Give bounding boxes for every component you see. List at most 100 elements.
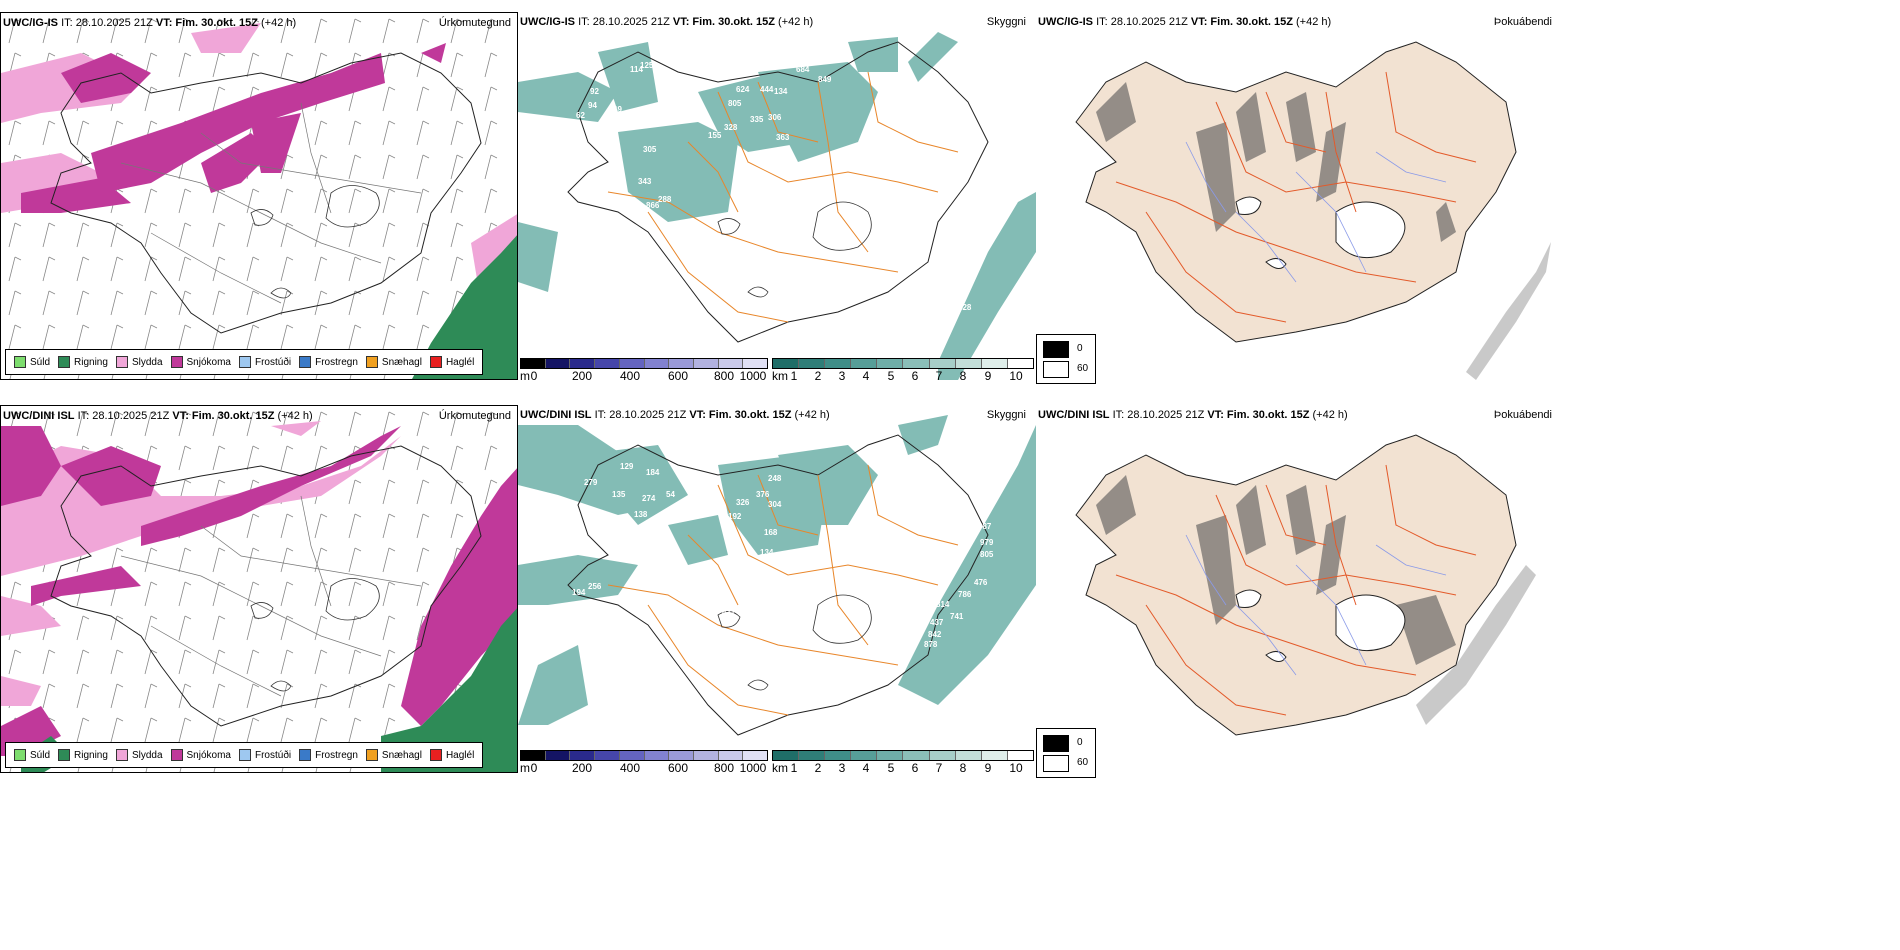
cbar-cell [929, 359, 956, 368]
cbar-tick: 9 [984, 369, 992, 383]
snow-label: 248 [768, 474, 782, 483]
cbar-tick: 800 [713, 369, 735, 383]
swatch [115, 749, 128, 761]
fog-map [1075, 434, 1536, 736]
cbar-tick: 1 [790, 369, 798, 383]
cbar-cell [521, 751, 546, 760]
legend-item-rigning: Rigning [58, 749, 108, 761]
cbar-tick: 2 [814, 369, 822, 383]
snow-label: 842 [928, 630, 942, 639]
legend-item-hagel: Haglél [429, 749, 474, 761]
cbar-tick: 7 [935, 369, 943, 383]
snow-label: 94 [588, 101, 597, 110]
panel-name: Úrkomutegund [438, 410, 511, 422]
swatch [365, 749, 378, 761]
legend-item-sudl: Súld [14, 356, 50, 368]
legend-item-rigning: Rigning [58, 356, 108, 368]
swatch [429, 356, 442, 368]
fog-legend-label: 60 [1077, 363, 1089, 374]
fog-offshore-streak [1466, 242, 1551, 380]
cbar-cell [743, 751, 768, 760]
swatch [238, 749, 251, 761]
cbar-tick: 1000 [739, 761, 767, 775]
colorbar-swatches [772, 750, 1034, 761]
panel-title: UWC/IG-IS IT: 28.10.2025 21Z VT: Fim. 30… [1038, 16, 1332, 28]
visibility-panel-1: UWC/IG-IS IT: 28.10.2025 21Z VT: Fim. 30… [518, 12, 1036, 380]
cbar-tick: 0 [530, 369, 538, 383]
snow-label: 326 [736, 498, 750, 507]
colorbar-swatches [772, 358, 1034, 369]
snow-label: 92 [590, 87, 599, 96]
glacier-outlines [250, 185, 380, 299]
fog-legend-swatch [1043, 755, 1069, 772]
cbar-unit: m [520, 369, 530, 383]
glacier-outlines [717, 594, 872, 691]
cbar-tick: 200 [571, 761, 593, 775]
snow-label: 814 [936, 600, 950, 609]
snow-label: 428 [958, 303, 972, 312]
swatch [170, 749, 183, 761]
cbar-cell [693, 751, 719, 760]
cbar-tick: 4 [862, 761, 870, 775]
fog-map [1075, 41, 1551, 380]
snow-depth-labels: 129 184 279 135 274 54 138 185 248 326 3… [572, 462, 994, 649]
swatch [365, 356, 378, 368]
land-area [1075, 434, 1517, 736]
snow-label: 786 [958, 590, 972, 599]
cbar-cell [644, 751, 670, 760]
snow-label: 135 [612, 490, 626, 499]
fog-panel-1: UWC/IG-IS IT: 28.10.2025 21Z VT: Fim. 30… [1036, 12, 1556, 380]
roads [120, 495, 422, 697]
panel-title: UWC/DINI ISL IT: 28.10.2025 21Z VT: Fim.… [520, 409, 830, 421]
snow-label: 866 [646, 201, 660, 210]
cbar-cell [718, 359, 744, 368]
snow-label: 306 [768, 113, 782, 122]
snow-label: 238 [538, 195, 552, 204]
precip-type-legend: Súld Rigning Slydda Snjókoma Frostúði Fr… [5, 349, 484, 375]
cbar-cell [773, 359, 800, 368]
legend-item-frostudi: Frostúði [238, 749, 291, 761]
snow-label: 256 [588, 582, 602, 591]
snow-label: 343 [638, 177, 652, 186]
snow-label: 363 [776, 133, 790, 142]
snow-label: 376 [756, 490, 770, 499]
panel-title: UWC/IG-IS IT: 28.10.2025 21Z VT: Fim. 30… [3, 17, 297, 29]
cbar-tick: 400 [619, 369, 641, 383]
rivers [1185, 141, 1447, 283]
snow-label: 138 [634, 510, 648, 519]
snow-area [1, 426, 517, 756]
snow-depth-colorbar-2: m 0 200 400 600 800 1000 [520, 750, 768, 790]
snow-label: 328 [724, 123, 738, 132]
swatch [238, 356, 251, 368]
cbar-cell [521, 359, 546, 368]
cbar-cell [718, 751, 744, 760]
snow-depth-colorbar-1: m 0 200 400 600 800 1000 [520, 358, 768, 398]
cbar-tick: 5 [887, 369, 895, 383]
legend-item-frostudi: Frostúði [238, 356, 291, 368]
fog-shading [1096, 475, 1456, 665]
snow-label: 194 [572, 588, 586, 597]
snow-label: 444 [760, 85, 774, 94]
panel-name: Úrkomutegund [438, 17, 511, 29]
cbar-tick: 600 [667, 369, 689, 383]
visibility-map: 114 125 92 94 69 62 108 624 805 444 134 … [518, 32, 1036, 380]
snow-label: 279 [584, 478, 598, 487]
rain-area [412, 235, 517, 379]
snow-label: 168 [764, 528, 778, 537]
snow-label: 437 [930, 618, 944, 627]
snow-label: 388 [910, 612, 924, 621]
swatch [299, 749, 312, 761]
snow-label: 155 [708, 131, 722, 140]
snow-label: 741 [950, 612, 964, 621]
cbar-unit: km [772, 761, 788, 775]
fog-legend-label: 60 [1077, 757, 1089, 768]
cbar-tick: 10 [1009, 369, 1023, 383]
cbar-cell [929, 751, 956, 760]
visibility-colorbar-1: km 1 2 3 4 5 6 7 8 9 10 [772, 358, 1034, 398]
cbar-cell [851, 359, 878, 368]
fog-legend-label: 0 [1077, 343, 1083, 354]
cbar-cell [955, 751, 982, 760]
cbar-cell [545, 359, 571, 368]
swatch [58, 356, 71, 368]
panel-name: Þokuábendi [1493, 16, 1552, 28]
